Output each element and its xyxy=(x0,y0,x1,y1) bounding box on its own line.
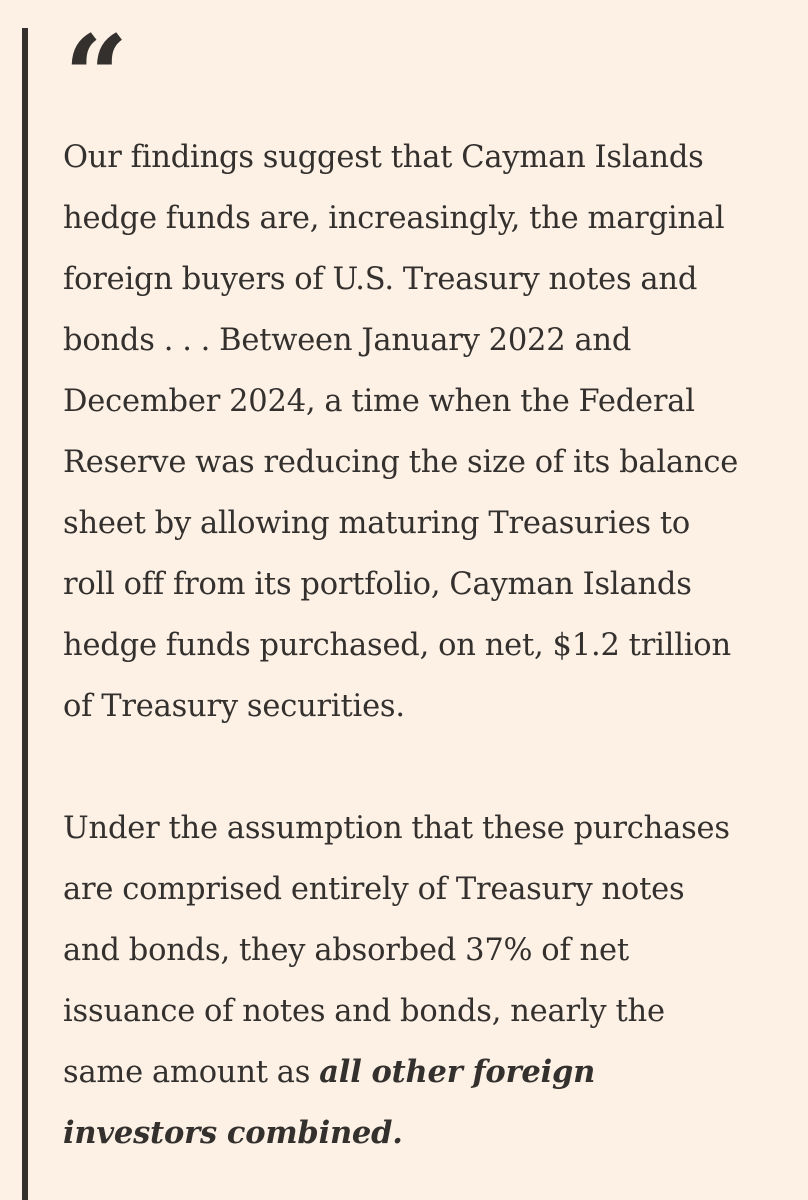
quote-line: Reserve was reducing the size of its bal… xyxy=(63,445,739,480)
emphasis-text: all other foreign xyxy=(319,1054,596,1090)
quote-line: hedge funds purchased, on net, $1.2 tril… xyxy=(63,628,731,663)
quote-line: hedge funds are, increasingly, the margi… xyxy=(63,201,725,236)
quote-line: of Treasury securities. xyxy=(63,689,405,724)
quote-paragraph-1: Our findings suggest that Cayman Islands… xyxy=(63,127,793,737)
quote-paragraph-2: Under the assumption that these purchase… xyxy=(63,798,793,1164)
quote-line: issuance of notes and bonds, nearly the xyxy=(63,994,665,1029)
quote-line: sheet by allowing maturing Treasuries to xyxy=(63,506,691,541)
quote-line: December 2024, a time when the Federal xyxy=(63,384,695,419)
quote-line: foreign buyers of U.S. Treasury notes an… xyxy=(63,262,698,297)
blockquote-bar xyxy=(22,28,28,1200)
quote-line: same amount as xyxy=(63,1055,320,1090)
quote-line: are comprised entirely of Treasury notes xyxy=(63,872,685,907)
quote-mark-icon: “ xyxy=(64,12,129,143)
quote-line: roll off from its portfolio, Cayman Isla… xyxy=(63,567,692,602)
quote-body: Our findings suggest that Cayman Islands… xyxy=(63,127,793,1164)
quote-line: and bonds, they absorbed 37% of net xyxy=(63,933,629,968)
quote-line: bonds . . . Between January 2022 and xyxy=(63,323,632,358)
emphasis-text: investors combined. xyxy=(63,1115,403,1151)
quote-line: Under the assumption that these purchase… xyxy=(63,811,730,846)
quote-line: Our findings suggest that Cayman Islands xyxy=(63,140,704,175)
